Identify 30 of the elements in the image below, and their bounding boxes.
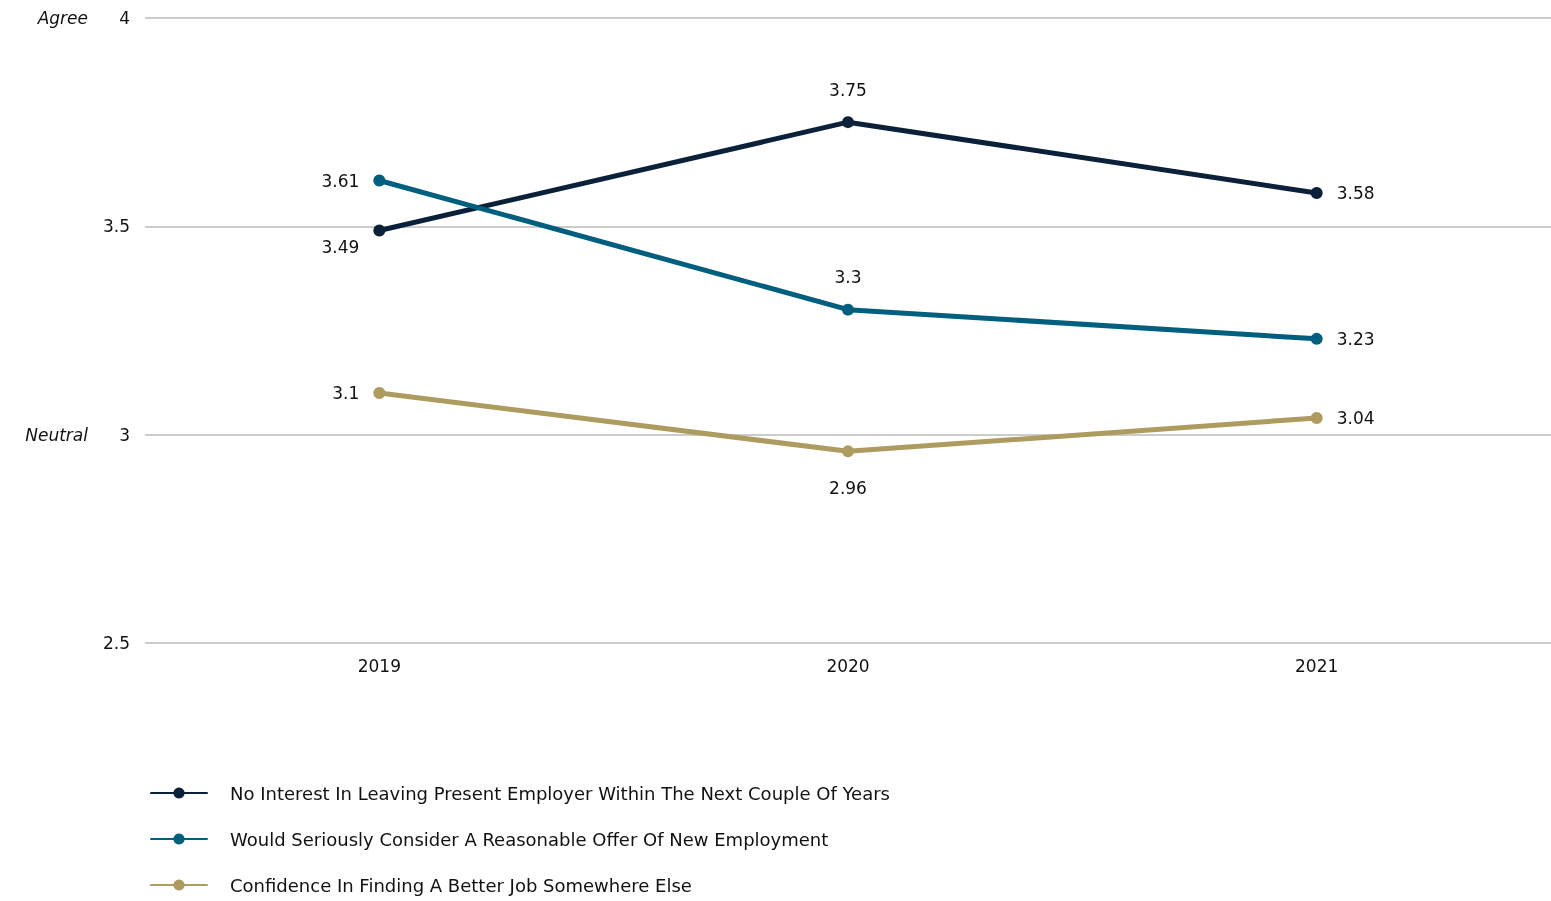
data-label: 3.1 (332, 383, 360, 403)
data-label: 2.96 (829, 477, 867, 498)
point (842, 445, 854, 458)
y-tick-label: 3.5 (102, 216, 130, 237)
legend-label: No Interest In Leaving Present Employer Within The Next Couple Of Years (230, 782, 890, 804)
point (1310, 332, 1323, 345)
y-tick-label: 4 (119, 8, 130, 28)
legend-label: Would Seriously Consider A Reasonable Offer Of New Employment (230, 828, 829, 850)
point (1310, 187, 1323, 199)
point (373, 174, 386, 187)
x-tick-label: 2021 (1295, 655, 1339, 676)
data-label: 3.75 (829, 79, 867, 100)
data-label: 3.23 (1336, 328, 1375, 349)
point (373, 387, 386, 399)
x-tick-label: 2020 (826, 655, 870, 676)
point (1310, 412, 1323, 424)
point (842, 303, 854, 316)
text: Agree (36, 8, 88, 28)
x-tick-label: 2019 (357, 655, 401, 676)
text: Neutral (25, 424, 89, 445)
y-tick-label: 2.5 (102, 633, 130, 653)
data-label: 3.04 (1336, 408, 1375, 428)
data-label: 3.49 (321, 236, 360, 257)
data-label: 3.58 (1336, 183, 1375, 203)
y-tick-label: 3 (119, 424, 130, 445)
point (373, 224, 386, 237)
data-label: 3.3 (834, 267, 862, 288)
legend-label: Confidence In Finding A Better Job Somewhere Else (230, 874, 692, 896)
point (842, 116, 854, 129)
data-label: 3.61 (321, 170, 360, 191)
